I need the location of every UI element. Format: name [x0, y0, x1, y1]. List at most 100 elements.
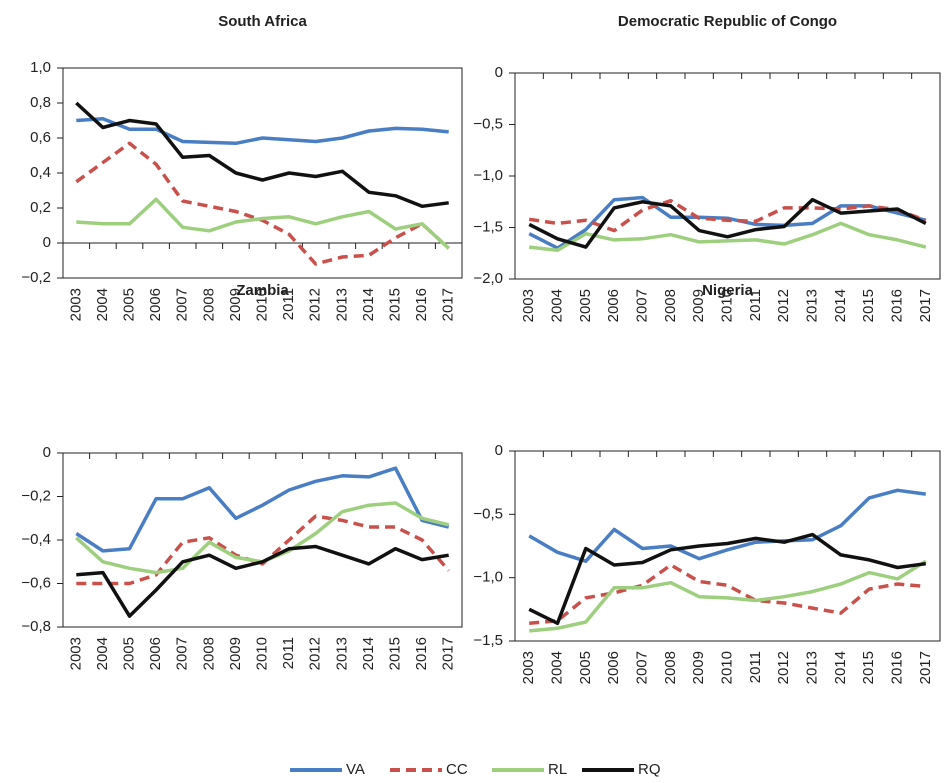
x-tick-label: 2006: [147, 637, 164, 670]
y-tick-label: 0,8: [30, 94, 51, 111]
x-tick-label: 2012: [775, 651, 792, 684]
x-tick-label: 2016: [888, 651, 905, 684]
x-tick-label: 2016: [888, 289, 905, 322]
x-tick-label: 2010: [253, 637, 270, 670]
x-tick-label: 2007: [174, 288, 191, 321]
x-tick-label: 2012: [307, 288, 324, 321]
x-tick-label: 2008: [662, 651, 679, 684]
y-tick-label: −1,0: [473, 167, 503, 184]
chart-title: Democratic Republic of Congo: [618, 13, 837, 30]
x-tick-label: 2017: [440, 637, 457, 670]
x-tick-label: 2009: [227, 637, 244, 670]
plot-frame: [514, 450, 941, 642]
y-tick-label: 0: [495, 64, 503, 81]
x-tick-label: 2013: [803, 651, 820, 684]
x-tick-label: 2010: [253, 288, 270, 321]
x-tick-label: 2009: [227, 288, 244, 321]
plot-frame: [514, 72, 941, 280]
x-tick-label: 2007: [633, 651, 650, 684]
y-tick-label: −0,4: [21, 531, 51, 548]
x-tick-label: 2008: [200, 637, 217, 670]
series-line: [76, 117, 449, 146]
x-tick-label: 2004: [94, 637, 111, 670]
x-tick-label: 2004: [94, 288, 111, 321]
y-tick-label: −0,8: [21, 618, 51, 635]
y-tick-label: −0,6: [21, 574, 51, 591]
x-tick-label: 2004: [548, 651, 565, 684]
x-tick-label: 2005: [120, 637, 137, 670]
x-tick-label: 2008: [200, 288, 217, 321]
series-line: [528, 488, 927, 563]
series-line: [528, 197, 927, 249]
x-tick-label: 2003: [520, 289, 537, 322]
x-tick-label: 2015: [386, 637, 403, 670]
y-tick-label: −2,0: [473, 270, 503, 287]
series-line: [75, 141, 450, 266]
y-tick-label: 0,6: [30, 129, 51, 146]
x-tick-label: 2015: [860, 289, 877, 322]
x-tick-label: 2013: [333, 288, 350, 321]
x-tick-label: 2006: [147, 288, 164, 321]
y-tick-label: −1,5: [473, 632, 503, 649]
x-tick-label: 2011: [747, 289, 764, 321]
x-tick-label: 2005: [120, 288, 137, 321]
series-line: [75, 101, 449, 209]
x-tick-label: 2016: [413, 288, 430, 321]
x-tick-label: 2007: [633, 289, 650, 322]
x-tick-label: 2017: [917, 289, 934, 322]
series-line: [75, 466, 450, 553]
x-tick-label: 2013: [803, 289, 820, 322]
x-tick-label: 2016: [413, 637, 430, 670]
x-tick-label: 2003: [520, 651, 537, 684]
x-tick-label: 2008: [662, 289, 679, 322]
y-tick-label: 0: [43, 234, 51, 251]
x-tick-label: 2012: [307, 637, 324, 670]
y-tick-label: −0,5: [473, 505, 503, 522]
legend-label: VA: [346, 761, 365, 778]
x-tick-label: 2005: [577, 651, 594, 684]
y-tick-label: 1,0: [30, 59, 51, 76]
chart-title: Zambia: [236, 282, 289, 299]
x-tick-label: 2013: [333, 637, 350, 670]
chart-title: Nigeria: [702, 282, 754, 299]
x-tick-label: 2003: [67, 637, 84, 670]
plot-frame: [62, 67, 463, 279]
x-tick-label: 2010: [718, 289, 735, 322]
series-line: [76, 197, 450, 250]
series-line: [528, 195, 927, 250]
x-tick-label: 2014: [832, 651, 849, 684]
x-tick-label: 2011: [280, 288, 297, 320]
y-tick-label: −0,2: [21, 269, 51, 286]
y-tick-label: −1,0: [473, 569, 503, 586]
x-tick-label: 2009: [690, 289, 707, 322]
chart-title: South Africa: [218, 13, 307, 30]
x-tick-label: 2015: [860, 651, 877, 684]
x-tick-label: 2004: [548, 289, 565, 322]
legend-label: RL: [548, 761, 567, 778]
x-tick-label: 2010: [718, 651, 735, 684]
y-tick-label: 0: [43, 444, 51, 461]
x-tick-label: 2014: [832, 289, 849, 322]
x-tick-label: 2005: [577, 289, 594, 322]
series-line: [76, 514, 451, 586]
x-tick-label: 2014: [360, 288, 377, 321]
x-tick-label: 2017: [917, 651, 934, 684]
x-tick-label: 2006: [605, 289, 622, 322]
legend-label: RQ: [638, 761, 661, 778]
x-tick-label: 2011: [280, 637, 297, 669]
x-tick-label: 2015: [386, 288, 403, 321]
y-tick-label: −0,2: [21, 487, 51, 504]
series-line: [528, 198, 927, 233]
y-tick-label: −1,5: [473, 218, 503, 235]
x-tick-label: 2017: [440, 288, 457, 321]
x-tick-label: 2014: [360, 637, 377, 670]
series-line: [529, 559, 927, 633]
y-tick-label: 0,4: [30, 164, 51, 181]
series-line: [76, 544, 449, 618]
x-tick-label: 2006: [605, 651, 622, 684]
y-tick-label: 0: [495, 442, 503, 459]
x-tick-label: 2007: [174, 637, 191, 670]
legend-label: CC: [446, 761, 468, 778]
x-tick-label: 2011: [747, 651, 764, 683]
